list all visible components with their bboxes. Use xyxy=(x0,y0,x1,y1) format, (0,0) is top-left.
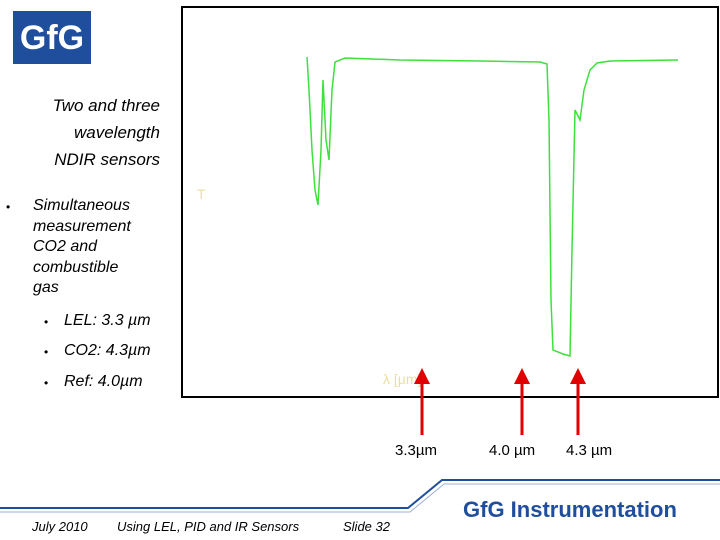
bullet-dot: • xyxy=(44,376,49,390)
wavelength: 4.3 µm xyxy=(566,442,613,459)
footer-line xyxy=(0,483,720,513)
brand: GfG Instrumentation xyxy=(463,497,677,522)
bullet-line: CO2 and xyxy=(33,238,98,255)
spectrum xyxy=(306,56,679,357)
bullet-line: combustible xyxy=(33,258,119,276)
sub-bullet: Ref: 4.0µm xyxy=(64,373,143,390)
bullet-line: measurement xyxy=(33,217,131,235)
bullet-line: gas xyxy=(33,279,59,296)
wavelength: 4.0 µm xyxy=(489,442,536,459)
footer-topic: Using LEL, PID and IR Sensors xyxy=(117,519,300,534)
bullet-line: Simultaneous xyxy=(33,197,130,214)
title-line: Two and three xyxy=(52,96,160,115)
sub-bullet: LEL: 3.3 µm xyxy=(64,312,151,329)
y-label: T xyxy=(197,186,206,202)
footer-line xyxy=(0,479,720,509)
logo: GfG xyxy=(20,19,84,57)
logo-box xyxy=(13,11,91,64)
title-line: wavelength xyxy=(73,123,160,142)
sub-bullet: CO2: 4.3µm xyxy=(64,342,151,359)
title-line: NDIR sensors xyxy=(54,150,160,169)
bullet: Simultaneous measurement CO2 and combust… xyxy=(33,196,131,299)
x-label: λ [µm] xyxy=(383,371,421,387)
footer-slide: Slide 32 xyxy=(343,519,390,534)
bullet-dot: • xyxy=(44,315,49,329)
bullet-dot: • xyxy=(44,345,49,359)
spectrum-frame xyxy=(181,6,719,398)
footer-date: July 2010 xyxy=(32,519,88,534)
title: Two and three wavelength NDIR sensors xyxy=(53,92,160,173)
arrows xyxy=(414,368,586,435)
wavelength: 3.3µm xyxy=(395,442,437,459)
bullet-dot: • xyxy=(6,200,11,214)
